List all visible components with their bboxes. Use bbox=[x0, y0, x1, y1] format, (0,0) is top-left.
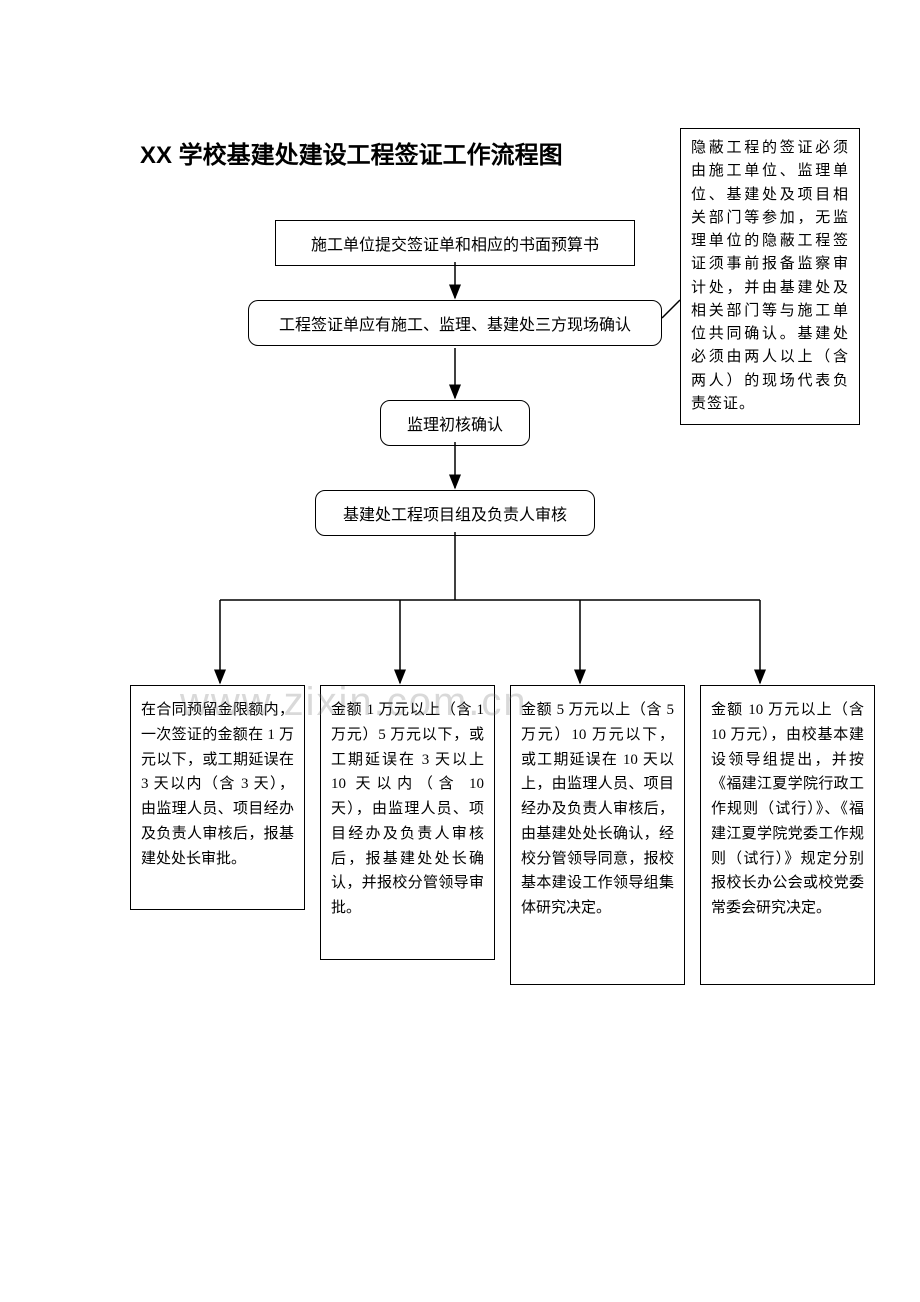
branch-3: 金额 5 万元以上（含 5 万元）10 万元以下，或工期延误在 10 天以上，由… bbox=[510, 685, 685, 985]
node-submit: 施工单位提交签证单和相应的书面预算书 bbox=[275, 220, 635, 266]
note-hidden-project: 隐蔽工程的签证必须由施工单位、监理单位、基建处及项目相关部门等参加，无监理单位的… bbox=[680, 128, 860, 425]
node-project-review: 基建处工程项目组及负责人审核 bbox=[315, 490, 595, 536]
page-title: XX 学校基建处建设工程签证工作流程图 bbox=[140, 135, 563, 170]
branch-1: 在合同预留金限额内，一次签证的金额在 1 万元以下，或工期延误在 3 天以内（含… bbox=[130, 685, 305, 910]
node-confirm-three-party: 工程签证单应有施工、监理、基建处三方现场确认 bbox=[248, 300, 662, 346]
node-supervisor-check: 监理初核确认 bbox=[380, 400, 530, 446]
branch-2: 金额 1 万元以上（含 1 万元）5 万元以下，或工期延误在 3 天以上 10 … bbox=[320, 685, 495, 960]
branch-4: 金额 10 万元以上（含 10 万元），由校基本建设领导组提出，并按《福建江夏学… bbox=[700, 685, 875, 985]
